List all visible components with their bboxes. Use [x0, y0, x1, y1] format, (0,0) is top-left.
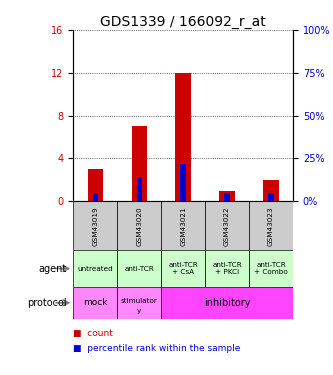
- Bar: [224, 193, 230, 201]
- Text: agent: agent: [38, 264, 67, 274]
- Text: GSM43020: GSM43020: [136, 206, 142, 246]
- Bar: [117, 201, 161, 250]
- Text: inhibitory: inhibitory: [204, 298, 250, 308]
- Text: protocol: protocol: [27, 298, 67, 308]
- Bar: [117, 250, 161, 287]
- Text: untreated: untreated: [77, 266, 113, 272]
- Text: anti-TCR
+ PKCi: anti-TCR + PKCi: [212, 262, 242, 275]
- Bar: [93, 193, 98, 201]
- Text: stimulator: stimulator: [121, 298, 158, 304]
- Text: mock: mock: [83, 298, 108, 307]
- Text: GSM43021: GSM43021: [180, 206, 186, 246]
- Text: anti-TCR
+ Combo: anti-TCR + Combo: [254, 262, 288, 275]
- Text: y: y: [137, 308, 141, 314]
- Bar: [137, 177, 142, 201]
- Bar: [73, 250, 117, 287]
- Bar: [249, 201, 293, 250]
- Bar: [268, 193, 274, 201]
- Bar: [132, 126, 147, 201]
- Bar: [117, 287, 161, 319]
- Title: GDS1339 / 166092_r_at: GDS1339 / 166092_r_at: [100, 15, 266, 29]
- Bar: [263, 180, 279, 201]
- Text: ■  percentile rank within the sample: ■ percentile rank within the sample: [73, 344, 241, 353]
- Bar: [205, 201, 249, 250]
- Bar: [161, 250, 205, 287]
- Bar: [249, 250, 293, 287]
- Bar: [161, 287, 293, 319]
- Text: GSM43022: GSM43022: [224, 206, 230, 246]
- Bar: [175, 73, 191, 201]
- Text: ■  count: ■ count: [73, 329, 113, 338]
- Text: GSM43023: GSM43023: [268, 206, 274, 246]
- Bar: [73, 201, 117, 250]
- Text: anti-TCR: anti-TCR: [124, 266, 154, 272]
- Bar: [88, 169, 103, 201]
- Bar: [180, 164, 186, 201]
- Text: GSM43019: GSM43019: [92, 206, 98, 246]
- Bar: [205, 250, 249, 287]
- Text: anti-TCR
+ CsA: anti-TCR + CsA: [168, 262, 198, 275]
- Bar: [73, 287, 117, 319]
- Bar: [219, 190, 235, 201]
- Bar: [161, 201, 205, 250]
